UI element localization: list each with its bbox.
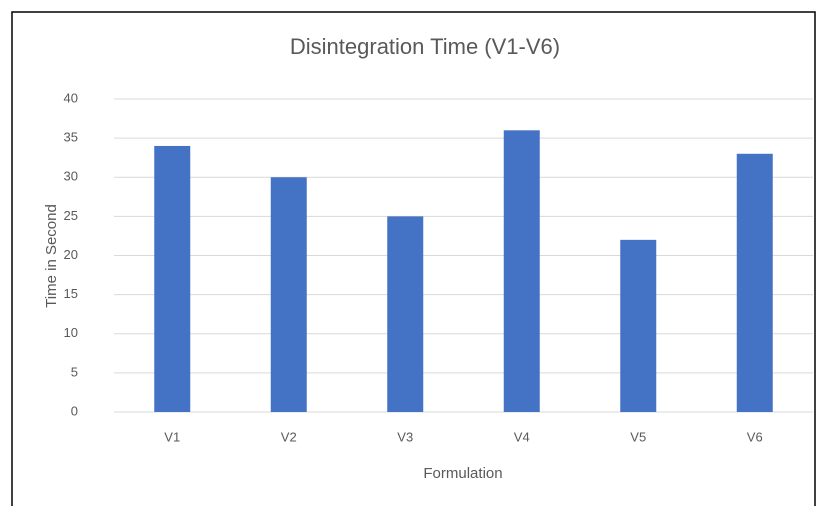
- y-tick-label: 15: [64, 286, 78, 301]
- y-tick-label: 40: [64, 90, 78, 105]
- x-tick-label: V1: [164, 429, 180, 444]
- chart-title: Disintegration Time (V1-V6): [290, 34, 560, 59]
- y-tick-label: 5: [71, 364, 78, 379]
- y-tick-label: 20: [64, 247, 78, 262]
- x-axis-title: Formulation: [423, 465, 502, 482]
- x-tick-label: V5: [630, 429, 646, 444]
- y-tick-label: 10: [64, 325, 78, 340]
- bar: [620, 239, 657, 412]
- x-tick-label: V4: [514, 429, 530, 444]
- y-tick-label: 0: [71, 403, 78, 418]
- x-tick-label: V2: [281, 429, 297, 444]
- bar: [503, 130, 540, 413]
- x-tick-label: V6: [747, 429, 763, 444]
- y-tick-label: 35: [64, 130, 78, 145]
- x-tick-label: V3: [397, 429, 413, 444]
- y-tick-label: 25: [64, 208, 78, 223]
- y-tick-label: 30: [64, 169, 78, 184]
- bar: [270, 177, 307, 412]
- bar: [736, 153, 773, 412]
- bar: [154, 145, 191, 412]
- y-axis-title: Time in Second: [43, 204, 60, 308]
- bar: [387, 216, 424, 412]
